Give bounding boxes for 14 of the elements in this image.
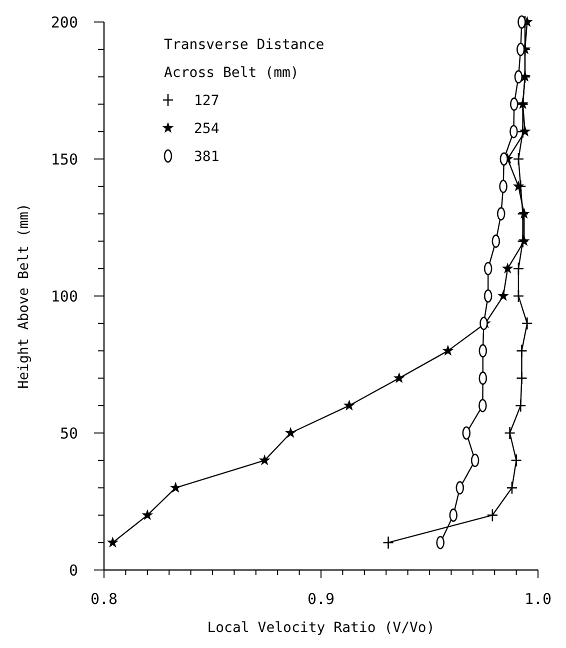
x-axis-title: Local Velocity Ratio (V/Vo) (207, 620, 435, 636)
y-axis-title: Height Above Belt (mm) (16, 203, 32, 389)
legend-label: 381 (194, 148, 220, 165)
y-tick-label: 200 (50, 13, 78, 32)
y-tick-label: 0 (68, 561, 78, 580)
legend-label: 254 (194, 120, 220, 137)
x-tick-label: 0.8 (90, 590, 118, 608)
x-tick-label: 1.0 (524, 590, 552, 608)
legend-title: Transverse Distance Across Belt (mm) (164, 36, 324, 81)
y-tick-label: 50 (60, 424, 78, 442)
y-tick-label: 100 (50, 287, 78, 306)
x-tick-label: 0.9 (307, 590, 335, 608)
legend-label: 127 (194, 92, 220, 109)
y-tick-label: 150 (50, 150, 78, 168)
